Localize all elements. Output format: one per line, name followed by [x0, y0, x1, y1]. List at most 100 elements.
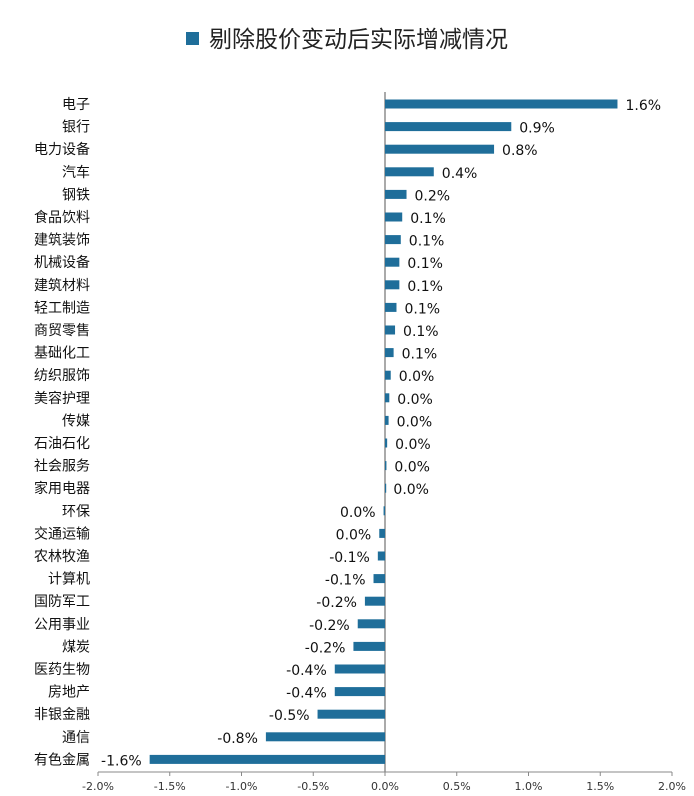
bar — [149, 754, 385, 764]
category-label: 非银金融 — [34, 707, 90, 723]
x-tick-label: 0.0% — [371, 780, 399, 793]
bar — [385, 212, 403, 222]
bar — [379, 528, 385, 538]
x-tick-label: 1.5% — [586, 780, 614, 793]
bar — [377, 551, 385, 561]
data-label: -0.5% — [269, 708, 310, 724]
category-label: 钢铁 — [62, 187, 90, 203]
category-label: 建筑材料 — [34, 278, 90, 294]
x-tick-label: -1.0% — [226, 780, 258, 793]
bar — [357, 619, 385, 629]
bar — [385, 189, 407, 199]
bar — [385, 167, 434, 177]
category-label: 通信 — [62, 730, 90, 746]
data-label: 0.4% — [442, 166, 478, 182]
data-label: 0.1% — [407, 256, 443, 272]
data-label: 0.1% — [407, 279, 443, 295]
category-label: 银行 — [62, 120, 90, 136]
category-label: 有色金属 — [34, 751, 90, 768]
data-label: 0.0% — [336, 527, 372, 543]
x-tick-label: 0.5% — [443, 780, 471, 793]
data-label: 0.0% — [399, 369, 435, 385]
data-label: 0.0% — [397, 392, 433, 408]
category-label: 商贸零售 — [34, 323, 90, 339]
bar — [385, 257, 400, 267]
bar — [385, 461, 387, 471]
data-label: 0.9% — [519, 121, 555, 137]
category-label: 纺织服饰 — [34, 368, 90, 384]
bar — [385, 144, 495, 154]
x-tick-label: -0.5% — [297, 780, 329, 793]
category-label: 煤炭 — [62, 639, 90, 655]
category-label: 交通运输 — [34, 525, 90, 542]
category-label: 公用事业 — [34, 617, 90, 633]
category-label: 环保 — [62, 504, 90, 520]
category-label: 电力设备 — [34, 141, 90, 158]
data-label: 0.1% — [404, 301, 440, 317]
category-label: 轻工制造 — [34, 300, 90, 316]
bar — [385, 302, 397, 312]
bar — [265, 732, 385, 742]
bar — [385, 325, 396, 335]
category-label: 基础化工 — [34, 345, 90, 362]
legend-label: 剔除股价变动后实际增减情况 — [209, 27, 508, 53]
x-tick-label: -1.5% — [154, 780, 186, 793]
data-label: -0.2% — [305, 640, 346, 656]
data-label: 0.2% — [415, 188, 451, 204]
category-label: 电子 — [62, 97, 90, 113]
category-label: 农林牧渔 — [34, 549, 90, 565]
bar — [364, 596, 385, 606]
category-label: 食品饮料 — [34, 209, 90, 226]
legend: 剔除股价变动后实际增减情况 — [0, 20, 694, 54]
category-label: 机械设备 — [34, 254, 90, 271]
data-label: -0.1% — [329, 550, 370, 566]
category-label: 美容护理 — [34, 390, 90, 407]
data-label: -0.2% — [309, 618, 350, 634]
data-label: -0.8% — [217, 731, 258, 747]
x-tick-label: 2.0% — [658, 780, 686, 793]
bar — [317, 709, 385, 719]
data-label: 0.0% — [395, 437, 431, 453]
data-label: -0.2% — [316, 595, 357, 611]
category-label: 医药生物 — [34, 662, 90, 678]
bar — [334, 664, 385, 674]
data-label: 0.8% — [502, 143, 538, 159]
category-label: 家用电器 — [34, 480, 90, 497]
bar — [385, 393, 390, 403]
bar — [385, 348, 394, 358]
bar — [385, 122, 512, 132]
bar — [385, 483, 387, 493]
data-label: -0.4% — [286, 663, 327, 679]
bar — [385, 370, 391, 380]
category-label: 国防军工 — [34, 594, 90, 610]
bar — [373, 574, 385, 584]
data-label: 0.0% — [340, 505, 376, 521]
category-label: 房地产 — [48, 685, 90, 701]
data-label: 0.0% — [393, 482, 429, 498]
category-label: 石油石化 — [34, 436, 90, 452]
category-label: 社会服务 — [34, 459, 90, 475]
data-label: -0.4% — [286, 686, 327, 702]
category-label: 计算机 — [48, 572, 90, 588]
bar — [385, 235, 401, 245]
data-label: 0.0% — [397, 414, 433, 430]
data-label: 0.1% — [402, 347, 438, 363]
x-tick-label: -2.0% — [82, 780, 114, 793]
data-label: -1.6% — [101, 753, 142, 769]
bar — [385, 99, 618, 109]
category-label: 汽车 — [62, 164, 90, 181]
bar — [353, 641, 385, 651]
bar — [385, 415, 389, 425]
bar — [385, 438, 388, 448]
bar — [334, 687, 385, 697]
data-label: 1.6% — [625, 98, 661, 114]
data-label: 0.1% — [410, 211, 446, 227]
bar — [383, 506, 385, 516]
bar — [385, 280, 400, 290]
category-label: 建筑装饰 — [34, 233, 90, 249]
x-tick-label: 1.0% — [515, 780, 543, 793]
data-label: 0.1% — [403, 324, 439, 340]
data-label: 0.1% — [409, 234, 445, 250]
